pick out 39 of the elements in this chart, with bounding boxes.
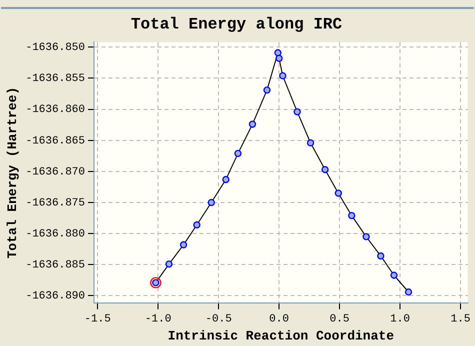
x-tick-label: 1.5	[450, 314, 470, 326]
x-tick-label: 0.5	[330, 314, 350, 326]
point	[321, 166, 329, 174]
point	[362, 233, 370, 240]
point	[234, 150, 242, 158]
point	[274, 49, 282, 56]
point	[334, 190, 342, 197]
point	[294, 108, 301, 116]
point	[263, 86, 271, 94]
point	[165, 260, 173, 268]
y-tick-label: -1636.880	[26, 228, 86, 241]
point	[390, 272, 398, 279]
y-tick-label: -1636.850	[26, 42, 86, 54]
y-tick-label: -1636.890	[26, 290, 86, 303]
point	[377, 252, 384, 260]
point	[275, 54, 283, 62]
y-tick-label: -1636.865	[26, 135, 86, 148]
x-tick-label: -1.0	[144, 314, 172, 326]
point	[348, 212, 356, 220]
x-axis-title: Intrinsic Reaction Coordinate	[168, 328, 394, 344]
x-tick-label: -1.5	[84, 314, 111, 326]
y-axis-title: Total Energy (Hartree)	[5, 86, 20, 259]
y-tick-label: -1636.885	[26, 260, 86, 272]
point	[279, 72, 286, 80]
point	[193, 221, 200, 228]
x-tick-label: 0.0	[269, 314, 289, 326]
point	[306, 139, 314, 146]
chart-title: Total Energy along IRC	[130, 16, 343, 34]
y-tick-label: -1636.870	[26, 166, 86, 178]
point	[248, 120, 256, 128]
y-tick-label: -1636.875	[26, 197, 86, 210]
y-tick-label: -1636.860	[26, 104, 86, 116]
point	[180, 241, 188, 248]
point	[208, 198, 215, 206]
x-tick-label: 1.0	[390, 314, 410, 326]
y-tick-label: -1636.855	[26, 73, 86, 86]
point	[404, 288, 412, 296]
x-tick-label: -0.5	[205, 314, 232, 326]
point	[222, 176, 230, 184]
